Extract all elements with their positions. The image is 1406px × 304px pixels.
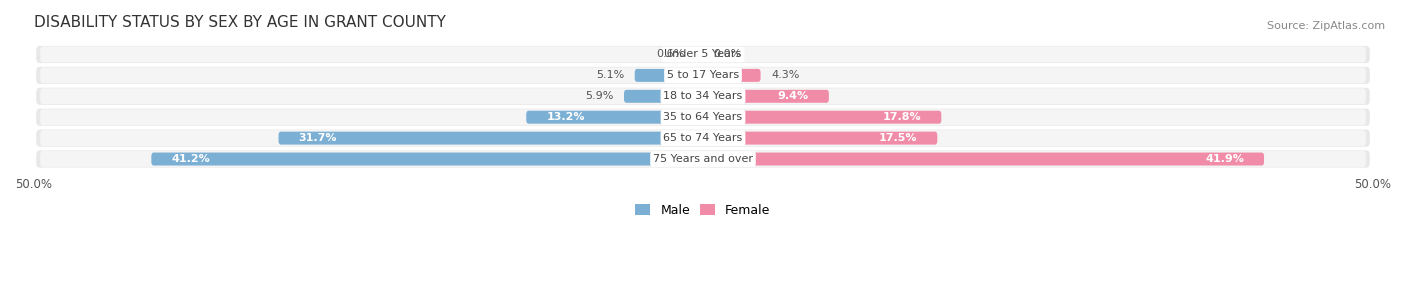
FancyBboxPatch shape — [41, 47, 1365, 62]
Text: 65 to 74 Years: 65 to 74 Years — [664, 133, 742, 143]
FancyBboxPatch shape — [41, 151, 1365, 167]
Text: 41.2%: 41.2% — [172, 154, 209, 164]
FancyBboxPatch shape — [152, 153, 703, 165]
FancyBboxPatch shape — [695, 48, 703, 61]
Text: 5 to 17 Years: 5 to 17 Years — [666, 71, 740, 80]
FancyBboxPatch shape — [37, 46, 1369, 63]
FancyBboxPatch shape — [41, 130, 1365, 146]
Text: 31.7%: 31.7% — [298, 133, 337, 143]
Text: 17.8%: 17.8% — [883, 112, 921, 122]
FancyBboxPatch shape — [37, 150, 1369, 168]
Text: 17.5%: 17.5% — [879, 133, 917, 143]
Text: 0.6%: 0.6% — [657, 50, 685, 60]
FancyBboxPatch shape — [37, 130, 1369, 147]
FancyBboxPatch shape — [634, 69, 703, 82]
Text: 35 to 64 Years: 35 to 64 Years — [664, 112, 742, 122]
Text: 41.9%: 41.9% — [1205, 154, 1244, 164]
FancyBboxPatch shape — [703, 153, 1264, 165]
FancyBboxPatch shape — [703, 69, 761, 82]
Text: 9.4%: 9.4% — [778, 91, 808, 101]
FancyBboxPatch shape — [703, 132, 938, 145]
Text: 5.1%: 5.1% — [596, 71, 624, 80]
FancyBboxPatch shape — [703, 90, 830, 103]
Text: 75 Years and over: 75 Years and over — [652, 154, 754, 164]
FancyBboxPatch shape — [41, 109, 1365, 125]
FancyBboxPatch shape — [37, 67, 1369, 84]
Text: 5.9%: 5.9% — [585, 91, 613, 101]
FancyBboxPatch shape — [37, 88, 1369, 105]
Text: 0.0%: 0.0% — [714, 50, 742, 60]
FancyBboxPatch shape — [526, 111, 703, 124]
FancyBboxPatch shape — [278, 132, 703, 145]
FancyBboxPatch shape — [41, 67, 1365, 83]
FancyBboxPatch shape — [703, 111, 942, 124]
FancyBboxPatch shape — [624, 90, 703, 103]
Legend: Male, Female: Male, Female — [630, 199, 776, 222]
Text: Source: ZipAtlas.com: Source: ZipAtlas.com — [1267, 21, 1385, 31]
Text: 4.3%: 4.3% — [772, 71, 800, 80]
Text: Under 5 Years: Under 5 Years — [665, 50, 741, 60]
Text: DISABILITY STATUS BY SEX BY AGE IN GRANT COUNTY: DISABILITY STATUS BY SEX BY AGE IN GRANT… — [34, 15, 446, 30]
FancyBboxPatch shape — [41, 88, 1365, 104]
Text: 18 to 34 Years: 18 to 34 Years — [664, 91, 742, 101]
FancyBboxPatch shape — [37, 109, 1369, 126]
Text: 13.2%: 13.2% — [547, 112, 585, 122]
